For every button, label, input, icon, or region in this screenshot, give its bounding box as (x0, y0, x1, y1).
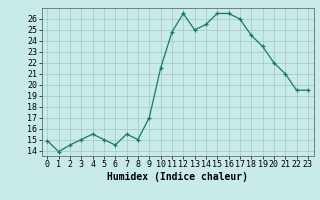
X-axis label: Humidex (Indice chaleur): Humidex (Indice chaleur) (107, 172, 248, 182)
